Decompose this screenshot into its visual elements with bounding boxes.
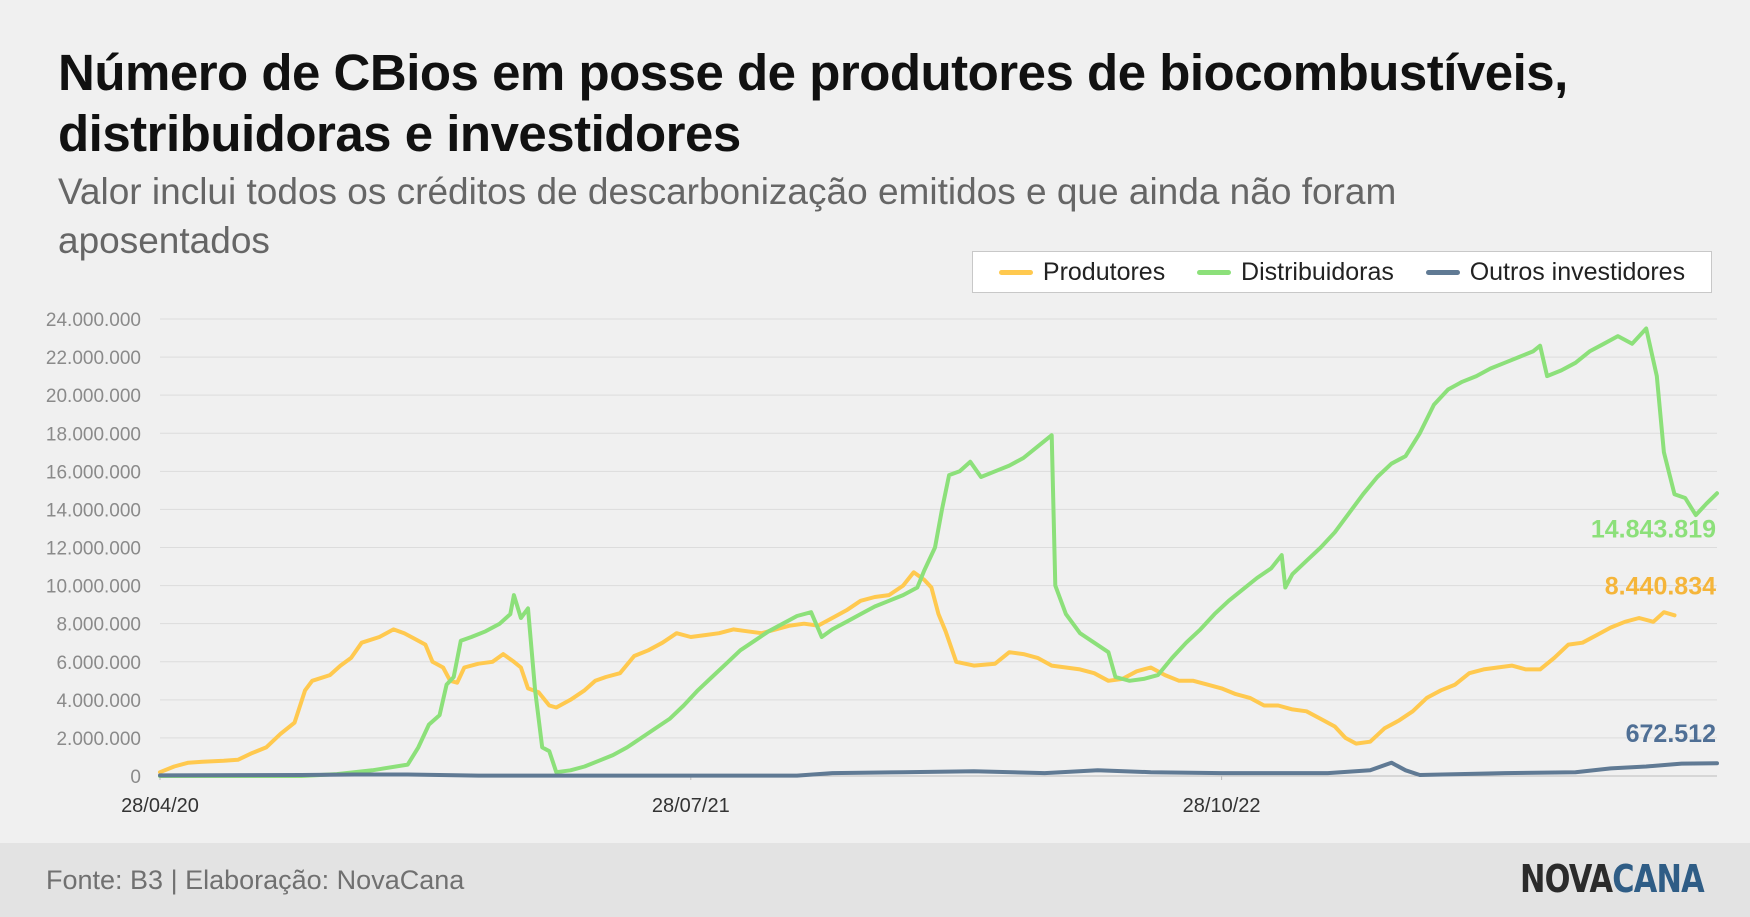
x-tick-label: 28/04/20 [121, 795, 199, 817]
legend-label-distribuidoras: Distribuidoras [1241, 257, 1394, 286]
series-lines [158, 326, 1719, 778]
logo-part-nova: NOVA [1520, 857, 1613, 901]
y-tick-label: 16.000.000 [46, 462, 141, 483]
line-chart: 0 2.000.000 4.000.000 6.000.000 8.000.000 10.… [46, 310, 1719, 817]
y-tick-label: 4.000.000 [56, 691, 141, 712]
legend-label-produtores: Produtores [1042, 257, 1166, 286]
series-end-labels: 8.440.834 14.843.819 672.512 [1591, 515, 1716, 748]
series-line-produtores [158, 570, 1677, 775]
legend-item-distribuidoras: Distribuidoras [1197, 258, 1394, 287]
chart-subtitle: Valor inclui todos os créditos de descar… [58, 171, 1397, 261]
grid-lines [160, 318, 1717, 777]
y-tick-label: 0 [130, 767, 141, 788]
y-tick-label: 22.000.000 [46, 348, 141, 369]
x-axis-tick-labels: 28/04/20 28/07/21 28/10/22 [121, 776, 1261, 817]
y-tick-label: 12.000.000 [46, 539, 141, 560]
end-label-outros-investidores: 672.512 [1626, 720, 1716, 748]
chart-legend: Produtores Distribuidoras Outros investi… [972, 251, 1712, 293]
source-credit: Fonte: B3 | Elaboração: NovaCana [46, 865, 465, 895]
legend-item-produtores: Produtores [998, 257, 1166, 287]
end-label-distribuidoras: 14.843.819 [1591, 515, 1716, 543]
y-tick-label: 8.000.000 [56, 615, 141, 636]
y-tick-label: 10.000.000 [46, 577, 141, 598]
legend-item-outros: Outros investidores [1425, 257, 1686, 287]
series-line-distribuidoras [158, 326, 1719, 778]
footer-bar: Fonte: B3 | Elaboração: NovaCana NOVACAN… [0, 843, 1750, 917]
series-line-outros-investidores [158, 760, 1719, 778]
legend-swatch-distribuidoras [1197, 269, 1232, 275]
y-tick-label: 14.000.000 [46, 500, 141, 521]
end-label-produtores: 8.440.834 [1605, 572, 1716, 600]
chart-title: Número de CBios em posse de produtores d… [58, 44, 1568, 162]
legend-label-outros: Outros investidores [1469, 257, 1686, 286]
x-tick-label: 28/07/21 [652, 795, 730, 817]
y-axis-tick-labels: 0 2.000.000 4.000.000 6.000.000 8.000.000 10.… [46, 310, 141, 788]
x-tick-label: 28/10/22 [1183, 795, 1261, 817]
y-tick-label: 2.000.000 [56, 729, 141, 750]
logo-part-cana: CANA [1612, 857, 1704, 901]
y-tick-label: 6.000.000 [56, 653, 141, 674]
legend-swatch-produtores [998, 269, 1033, 275]
novacana-logo: NOVACANA [1520, 857, 1705, 901]
legend-swatch-outros [1425, 269, 1460, 275]
y-tick-label: 24.000.000 [46, 310, 141, 331]
y-tick-label: 20.000.000 [46, 386, 141, 407]
y-tick-label: 18.000.000 [46, 424, 141, 445]
